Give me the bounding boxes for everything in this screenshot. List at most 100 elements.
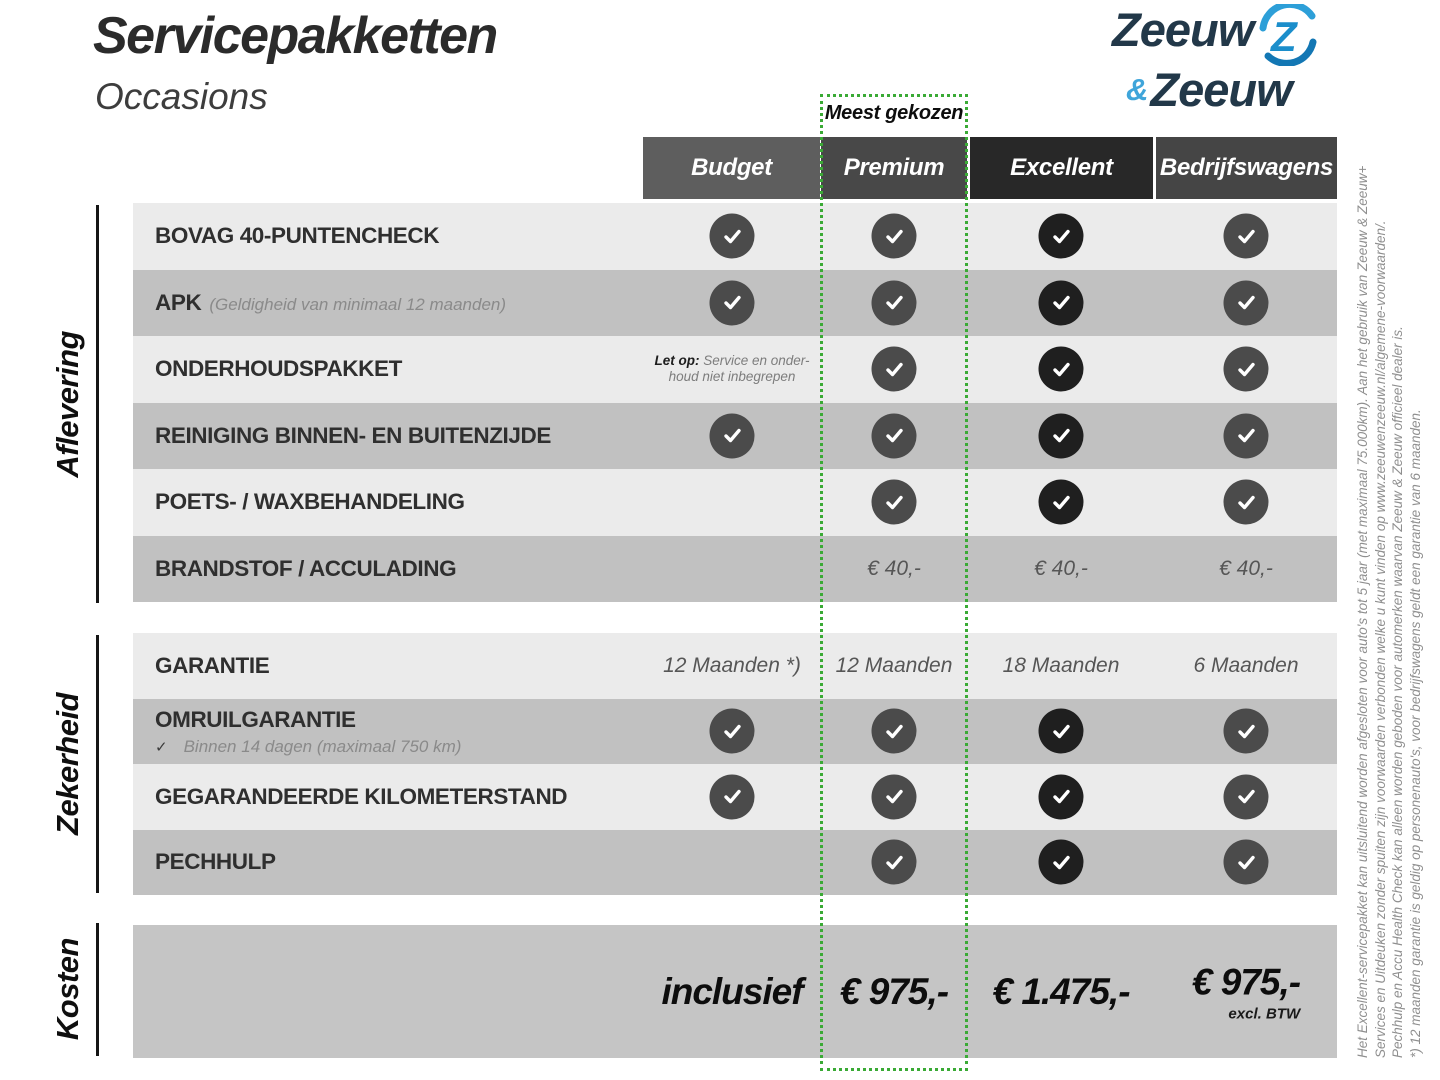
- page-subtitle: Occasions: [95, 76, 268, 117]
- small-check-icon: ✓: [155, 738, 168, 756]
- footnote-line: *) 12 maanden garantie is geldig op pers…: [1407, 409, 1423, 1058]
- table-row: PECHHULP: [133, 829, 1337, 895]
- logo-ampersand: &: [1126, 72, 1149, 107]
- logo-row-2: & Zeeuw: [1126, 66, 1319, 113]
- kosten-cell-bedrijfswagens: € 975,- excl. BTW: [1191, 961, 1301, 1022]
- check-icon: [871, 346, 917, 392]
- cell-value: € 40,-: [1034, 556, 1088, 580]
- most-chosen-label: Meest gekozen: [824, 102, 964, 124]
- check-icon: [709, 213, 755, 259]
- section-label: Kosten: [50, 938, 85, 1041]
- column-header-budget: Budget: [643, 137, 820, 199]
- footnote-line: Het Excellent-servicepakket kan uitsluit…: [1355, 165, 1370, 1058]
- table-row: ONDERHOUDSPAKKET Let op: Service en onder…: [133, 336, 1337, 403]
- section-divider-line: [96, 635, 99, 893]
- kosten-value: inclusief: [661, 970, 803, 1012]
- check-icon: [709, 280, 755, 326]
- section-label: Zekerheid: [50, 693, 85, 835]
- check-icon: [871, 839, 917, 885]
- check-icon: [1223, 213, 1269, 259]
- cell-budget: [709, 708, 755, 754]
- cell-budget: [709, 280, 755, 326]
- kosten-band: inclusief € 975,- € 1.475,- € 975,- excl. BT…: [133, 925, 1337, 1058]
- table-row: GEGARANDEERDE KILOMETERSTAND: [133, 764, 1337, 830]
- cell-premium: [871, 213, 917, 259]
- row-label-text: APK: [155, 289, 202, 315]
- section-divider-line: [96, 923, 99, 1056]
- cell-premium: [871, 774, 917, 820]
- cell-budget: [709, 774, 755, 820]
- cell-excellent: [1038, 774, 1084, 820]
- check-icon: [709, 774, 755, 820]
- cell-bedrijfswagens: [1223, 213, 1269, 259]
- check-icon: [1038, 213, 1084, 259]
- table-row: REINIGING BINNEN- EN BUITENZIJDE: [133, 402, 1337, 469]
- check-icon: [871, 774, 917, 820]
- logo-word-2: Zeeuw: [1150, 63, 1292, 116]
- check-icon: [871, 479, 917, 525]
- section-aflevering: BOVAG 40-PUNTENCHECK APK (Geldigheid van m…: [133, 203, 1337, 602]
- cell-bedrijfswagens: [1223, 839, 1269, 885]
- check-icon: [871, 213, 917, 259]
- cell-premium: [871, 413, 917, 459]
- check-icon: [1038, 413, 1084, 459]
- row-label: GARANTIE: [155, 652, 270, 679]
- cell-excellent: [1038, 346, 1084, 392]
- cell-premium: [871, 839, 917, 885]
- cell-budget: [709, 213, 755, 259]
- column-header-label: Budget: [691, 154, 772, 181]
- check-icon: [1038, 839, 1084, 885]
- row-label: ONDERHOUDSPAKKET: [155, 356, 402, 382]
- row-subnote: ✓ Binnen 14 dagen (maximaal 750 km): [155, 737, 461, 757]
- section-label: Aflevering: [50, 330, 85, 478]
- check-icon: [1038, 280, 1084, 326]
- cell-excellent: [1038, 839, 1084, 885]
- cell-premium: € 40,-: [867, 557, 921, 581]
- table-row: POETS- / WAXBEHANDELING: [133, 469, 1337, 536]
- row-label-text: PECHHULP: [155, 849, 276, 875]
- row-label: GEGARANDEERDE KILOMETERSTAND: [155, 783, 568, 810]
- cell-excellent: [1038, 413, 1084, 459]
- cell-premium: [871, 280, 917, 326]
- row-label: POETS- / WAXBEHANDELING: [155, 489, 465, 515]
- row-sublabel: (Geldigheid van minimaal 12 maanden): [209, 294, 507, 314]
- logo-z-swoosh-icon: Z: [1255, 0, 1319, 70]
- kosten-value: € 1.475,-: [992, 970, 1130, 1012]
- kosten-cell-budget: inclusief: [661, 970, 803, 1013]
- check-icon: [1223, 774, 1269, 820]
- cell-value: 12 Maanden: [835, 653, 953, 677]
- footnote-line: Pechhulp en Accu Health Check kan alleen…: [1390, 326, 1405, 1058]
- cell-note: Let op: Service en onder-houd niet inbeg…: [654, 353, 810, 385]
- kosten-value: € 975,-: [1191, 961, 1301, 1002]
- check-icon: [1038, 774, 1084, 820]
- section-zekerheid: GARANTIE 12 Maanden *) 12 Maanden 18 Maande…: [133, 633, 1337, 895]
- row-label: APK (Geldigheid van minimaal 12 maanden): [155, 290, 506, 316]
- cell-bedrijfswagens: [1223, 413, 1269, 459]
- column-header-label: Bedrijfswagens: [1159, 154, 1334, 181]
- row-label-text: GEGARANDEERDE KILOMETERSTAND: [155, 783, 568, 809]
- cell-value: € 40,-: [1219, 556, 1273, 580]
- kosten-value-note: excl. BTW: [1228, 1005, 1301, 1022]
- row-label: PECHHULP: [155, 849, 276, 875]
- cell-bedrijfswagens: [1223, 708, 1269, 754]
- cell-premium: [871, 346, 917, 392]
- column-header-bedrijfswagens: Bedrijfswagens: [1156, 137, 1337, 199]
- column-header-premium: Premium: [821, 137, 967, 199]
- table-row: APK (Geldigheid van minimaal 12 maanden): [133, 269, 1337, 336]
- cell-excellent: [1038, 213, 1084, 259]
- cell-budget: 12 Maanden *): [663, 654, 801, 678]
- cell-bedrijfswagens: [1223, 346, 1269, 392]
- check-icon: [1223, 708, 1269, 754]
- section-label-box: Kosten: [44, 923, 92, 1056]
- cell-bedrijfswagens: [1223, 280, 1269, 326]
- row-label-text: GARANTIE: [155, 652, 270, 678]
- row-label: BRANDSTOF / ACCULADING: [155, 556, 457, 582]
- section-divider-line: [96, 205, 99, 603]
- cell-excellent: [1038, 479, 1084, 525]
- cell-excellent: 18 Maanden: [1003, 654, 1120, 678]
- zeeuw-en-zeeuw-logo: Zeeuw Z & Zeeuw: [1112, 0, 1319, 113]
- section-label-box: Zekerheid: [44, 635, 92, 893]
- cell-bedrijfswagens: € 40,-: [1219, 557, 1273, 581]
- cell-bedrijfswagens: 6 Maanden: [1193, 654, 1298, 678]
